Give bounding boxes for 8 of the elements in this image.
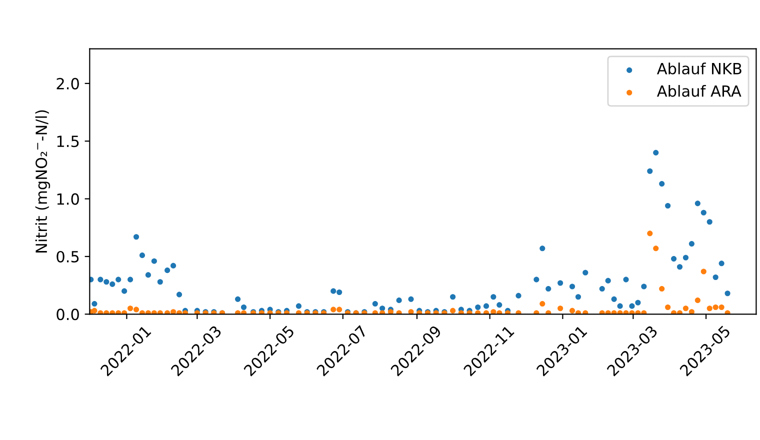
legend-label: Ablauf ARA (656, 85, 742, 97)
y-axis-title: Nitrit (mgNO₂$^{−}$-N/l) (35, 110, 50, 252)
y-tick-label: 0.5 (56, 250, 79, 263)
y-tick-label: 2.0 (56, 78, 79, 90)
y-tick-label: 1.5 (57, 136, 79, 148)
y-tick-label: 1.0 (57, 193, 79, 205)
legend-label: Ablauf NKB (656, 62, 742, 74)
y-tick-label: 0.0 (56, 308, 79, 320)
